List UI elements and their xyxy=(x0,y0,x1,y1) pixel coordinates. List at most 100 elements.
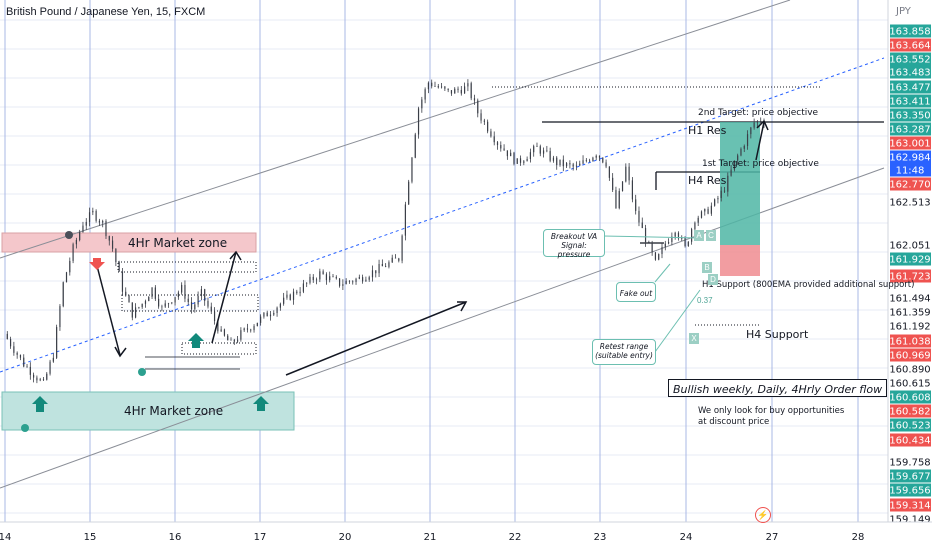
x-tick-label: 15 xyxy=(84,532,97,543)
candle-body xyxy=(595,155,597,158)
candle-body xyxy=(411,157,413,182)
price-label: 160.523 xyxy=(889,421,930,432)
candle-body xyxy=(342,284,344,286)
candle-body xyxy=(49,361,51,374)
price-label-bg xyxy=(890,348,931,362)
candle-body xyxy=(19,354,22,358)
candle-body xyxy=(661,246,663,255)
price-label: 159.314 xyxy=(889,501,930,512)
h1-res-label: H1 Res xyxy=(688,124,727,137)
candle-body xyxy=(95,210,97,221)
candle-body xyxy=(105,221,107,237)
candle-body xyxy=(417,108,420,135)
price-label: 162.513 xyxy=(889,198,930,209)
pattern-label-c: C xyxy=(706,230,716,241)
candle-body xyxy=(292,291,295,300)
price-label-bg xyxy=(890,94,931,108)
price-label: 163.664 xyxy=(889,41,930,52)
pattern-label-x: X xyxy=(689,333,699,344)
candle-body xyxy=(575,165,578,167)
candle-body xyxy=(36,377,38,381)
candle-body xyxy=(556,157,558,166)
trend-arrows xyxy=(95,119,769,376)
x-tick-label: 24 xyxy=(680,532,693,543)
candle-body xyxy=(253,326,255,331)
candle-body xyxy=(424,89,426,100)
candle-body xyxy=(85,221,87,226)
flash-icon[interactable]: ⚡ xyxy=(755,507,771,523)
candle-body xyxy=(602,157,604,163)
candle-body xyxy=(651,242,653,253)
h1-support-label: H1 Support (800EMA provided additional s… xyxy=(702,280,915,290)
candle-body xyxy=(381,264,383,267)
price-label-bg xyxy=(890,163,931,177)
candle-body xyxy=(667,241,670,244)
x-tick-label: 28 xyxy=(852,532,865,543)
candle-body xyxy=(717,197,719,200)
candle-body xyxy=(52,357,54,362)
x-axis-bg xyxy=(0,522,932,550)
candle-body xyxy=(450,90,453,94)
candle-body xyxy=(760,121,762,123)
candle-body xyxy=(260,316,262,323)
channel-mid-line xyxy=(0,57,885,373)
candle-body xyxy=(493,136,495,143)
second-target-label: 2nd Target: price objective xyxy=(698,108,819,118)
candle-body xyxy=(549,151,551,161)
candle-body xyxy=(154,287,156,299)
candle-body xyxy=(246,328,249,330)
candle-body xyxy=(42,379,45,381)
candle-body xyxy=(151,287,153,297)
markers xyxy=(21,231,269,432)
candle-body xyxy=(707,208,709,214)
price-label: 159.758 xyxy=(889,458,930,469)
candle-body xyxy=(111,240,114,249)
pattern-ratio: 0.37 xyxy=(697,296,713,305)
candle-body xyxy=(16,352,18,355)
candle-body xyxy=(513,152,515,164)
fakeout-callout: Fake out xyxy=(616,282,656,302)
candle-body xyxy=(664,243,666,247)
candle-body xyxy=(375,270,377,274)
price-label: 163.411 xyxy=(889,97,930,108)
candle-body xyxy=(204,289,206,301)
h4-support-label: H4 Support xyxy=(746,328,809,341)
candle-body xyxy=(598,155,601,158)
price-label-bg xyxy=(890,122,931,136)
candle-body xyxy=(144,301,147,304)
candle-body xyxy=(365,279,367,282)
candle-body xyxy=(345,280,347,285)
candle-body xyxy=(681,238,683,239)
candle-body xyxy=(26,366,28,368)
candle-body xyxy=(635,199,637,211)
candle-body xyxy=(756,121,759,123)
candle-body xyxy=(29,366,31,375)
candle-body xyxy=(621,181,624,192)
candle-body xyxy=(309,276,311,283)
price-label-bg xyxy=(890,498,931,512)
candle-body xyxy=(391,257,393,263)
candle-body xyxy=(743,145,745,149)
price-label-bg xyxy=(890,136,931,150)
candle-body xyxy=(33,374,35,378)
retest-range-text: Retest range xyxy=(599,342,649,351)
candle-body xyxy=(148,296,150,302)
candle-body xyxy=(158,298,160,307)
candle-body xyxy=(332,276,334,278)
candle-body xyxy=(368,277,370,280)
candle-body xyxy=(13,346,15,353)
x-tick-label: 21 xyxy=(424,532,437,543)
price-label-bg xyxy=(890,38,931,52)
fakeout-text: Fake out xyxy=(619,289,653,298)
callout-connectors xyxy=(602,235,701,353)
candle-body xyxy=(210,306,212,312)
candle-body xyxy=(65,272,68,283)
candle-body xyxy=(197,296,199,305)
price-label: 163.858 xyxy=(889,27,930,38)
candle-body xyxy=(358,277,360,279)
candle-body xyxy=(72,244,74,261)
candle-body xyxy=(710,205,712,214)
price-label-bg xyxy=(890,24,931,38)
candle-body xyxy=(398,258,400,261)
